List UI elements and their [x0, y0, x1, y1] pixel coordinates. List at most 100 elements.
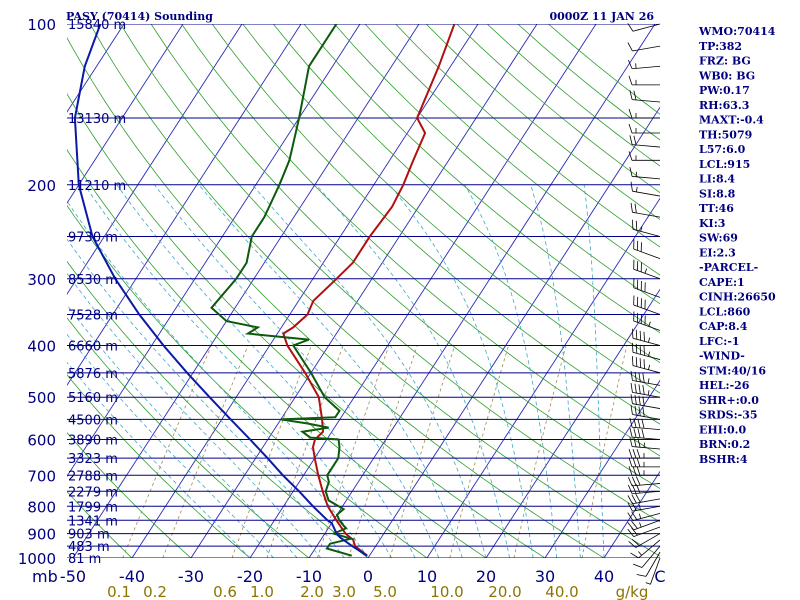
wind-barb-flag: [627, 528, 635, 537]
wind-barb: [628, 151, 660, 161]
mixing-ratio-label: 0.1: [107, 583, 131, 600]
moist-adiabat-line: [198, 184, 463, 558]
height-label: 2279 m: [68, 485, 118, 500]
dewpoint-trace: [210, 24, 355, 557]
wind-barb: [629, 417, 661, 431]
wind-barb-flag: [630, 181, 633, 192]
isotherm-line: [67, 24, 184, 204]
wind-barb: [628, 457, 660, 468]
wind-barb-flag: [639, 330, 642, 341]
wind-barb-flag: [631, 494, 637, 504]
isotherm-line: [67, 24, 302, 386]
wind-barb-flag: [628, 466, 633, 476]
wind-barb-flag: [630, 371, 633, 381]
wind-barb-flag: [637, 428, 641, 438]
wind-barb-flag: [641, 428, 645, 439]
wind-barb-half-flag: [644, 268, 648, 274]
pressure-unit-label: mb: [32, 567, 58, 586]
height-label: 7528 m: [68, 309, 118, 324]
wind-barb-flag: [631, 356, 634, 366]
wind-barb-staff: [632, 490, 661, 495]
wind-barb: [631, 328, 661, 346]
wind-barb-staff: [632, 228, 661, 237]
wind-barb-staff: [633, 287, 661, 298]
wind-barb-flag: [628, 540, 637, 548]
wind-barb-flag: [635, 329, 638, 340]
parcel-trace: [73, 24, 368, 557]
wind-barb-half-flag: [635, 186, 638, 192]
wind-barb-flag: [638, 372, 641, 382]
temperature-tick-label: 40: [594, 567, 614, 586]
wind-barb-flag: [633, 135, 637, 146]
wind-barb-staff: [632, 99, 661, 103]
wind-barb-flag: [633, 418, 637, 428]
wind-barb-flag: [629, 90, 633, 100]
wind-barb: [628, 533, 661, 548]
index-value: MAXT:-0.4: [699, 114, 764, 127]
wind-barb-flag: [627, 512, 634, 521]
wind-barb: [631, 356, 661, 374]
isotherm-line: [67, 24, 243, 295]
index-value: WB0: BG: [698, 69, 755, 82]
wind-barb-half-flag: [639, 522, 642, 528]
wind-barb-flag: [633, 437, 637, 448]
wind-barb-flag: [636, 457, 641, 467]
wind-barb-staff: [633, 519, 661, 531]
wind-barb-flag: [634, 405, 637, 416]
wind-barb-staff: [632, 505, 661, 512]
wind-barb-flag: [642, 373, 645, 383]
moist-adiabat-line: [252, 184, 487, 558]
wind-barb-flag: [632, 466, 637, 476]
wind-barb: [627, 519, 661, 531]
index-value: PW:0.17: [699, 84, 750, 97]
wind-barb-flag: [627, 522, 635, 531]
wind-barb: [633, 295, 661, 315]
wind-barb-staff: [632, 176, 661, 180]
height-label: 2788 m: [68, 469, 118, 484]
wind-barb-half-flag: [639, 504, 641, 510]
height-label: 1341 m: [68, 514, 118, 529]
wind-barb-flag: [627, 23, 634, 32]
wind-barb-staff: [633, 304, 661, 315]
wind-barb: [628, 123, 660, 134]
index-value: LFC:-1: [699, 335, 740, 348]
wind-barb-flag: [633, 428, 637, 438]
wind-barb-staff: [632, 211, 661, 218]
index-value: LCL:915: [699, 158, 750, 171]
height-label: 5160 m: [68, 391, 118, 406]
wind-barb: [633, 239, 661, 259]
moist-adiabat-line: [67, 200, 369, 558]
index-value: -PARCEL-: [699, 261, 758, 274]
wind-barb-flag: [637, 437, 641, 448]
wind-barb-staff: [632, 144, 661, 148]
wind-barb-flag: [631, 219, 634, 230]
wind-barb-flag: [631, 328, 634, 339]
isotherm-line: [72, 24, 420, 558]
wind-barb-flag: [629, 135, 633, 145]
wind-barb-staff: [632, 190, 661, 197]
wind-barb: [636, 551, 661, 577]
wind-barb: [629, 437, 661, 450]
height-label: 11210 m: [68, 179, 126, 194]
isotherm-line: [485, 288, 660, 558]
index-value: WMO:70414: [698, 25, 776, 38]
wind-barb-flag: [628, 448, 633, 459]
wind-barb-flag: [628, 123, 633, 134]
wind-barb-staff: [632, 391, 661, 398]
wind-barb-staff: [632, 446, 661, 450]
wind-barb-flag: [629, 417, 633, 428]
wind-barb-staff: [632, 436, 661, 440]
wind-barb-flag: [627, 42, 633, 52]
wind-barbs: [627, 23, 661, 585]
index-value: LI:8.4: [699, 173, 735, 186]
isotherm-line: [249, 24, 597, 558]
wind-barb: [633, 311, 661, 331]
wind-barb-flag: [635, 220, 638, 231]
temperature-tick-label: -20: [237, 567, 263, 586]
wind-barb-flag: [628, 75, 633, 85]
wind-barb-flag: [631, 538, 640, 546]
wind-barb-flag: [642, 385, 645, 395]
wind-barb-half-flag: [648, 337, 651, 343]
